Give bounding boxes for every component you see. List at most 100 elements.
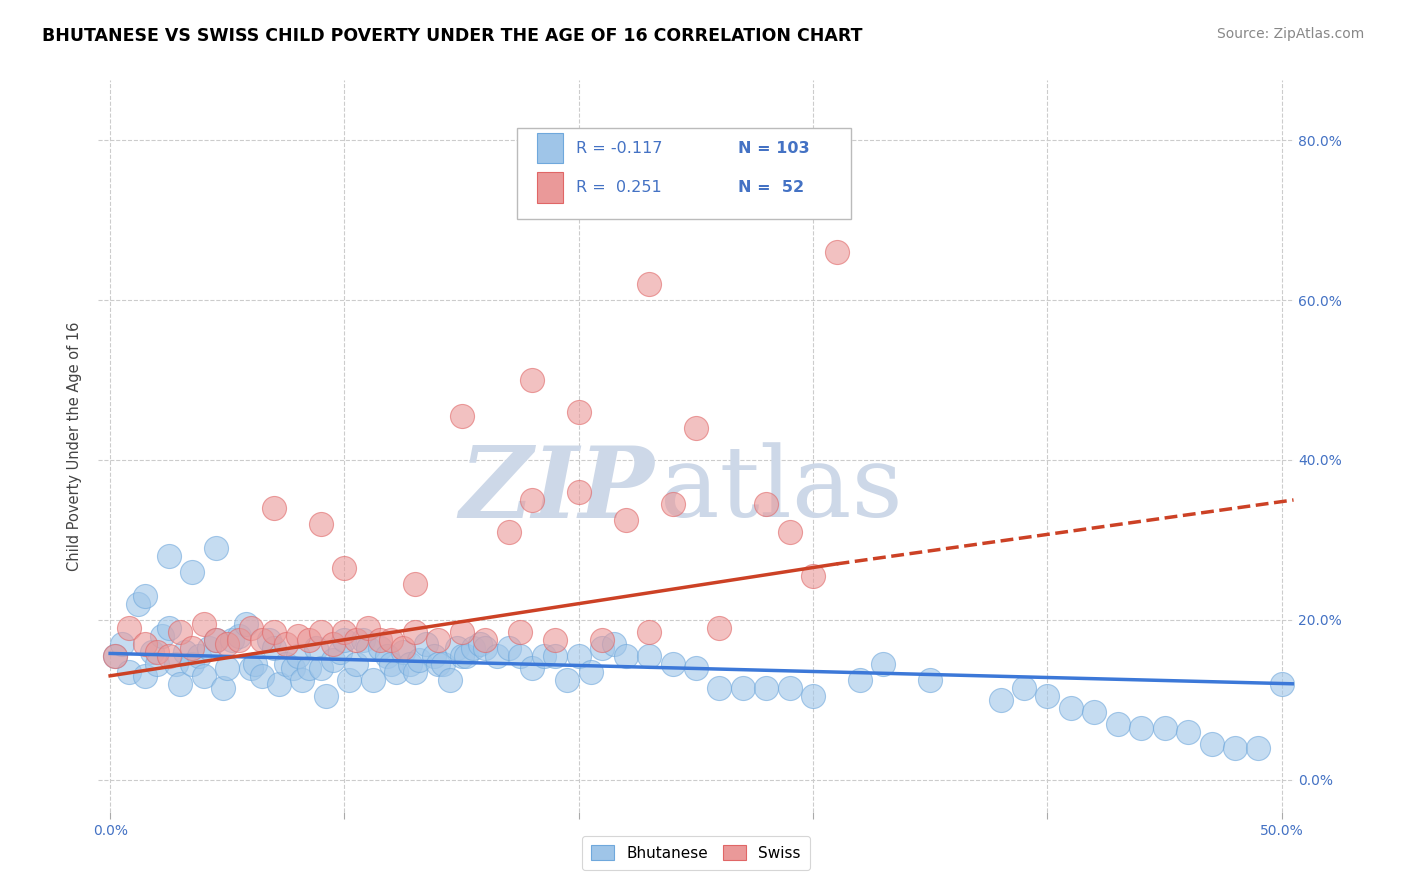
Point [174, 645, 197, 659]
Point [228, 632, 250, 647]
Point [446, 640, 468, 655]
Bar [537, 133, 564, 163]
Text: atlas: atlas [661, 442, 903, 538]
Point [259, 632, 281, 647]
Point [849, 673, 872, 687]
Point [309, 516, 332, 531]
Point [661, 657, 683, 671]
Point [197, 640, 219, 655]
Point [1177, 724, 1199, 739]
Point [509, 648, 531, 663]
Point [204, 632, 226, 647]
Point [1036, 689, 1059, 703]
Point [274, 637, 297, 651]
Text: N =  52: N = 52 [738, 180, 804, 195]
Point [252, 632, 274, 647]
Point [533, 648, 555, 663]
Point [603, 637, 626, 651]
Point [544, 632, 567, 647]
Point [555, 673, 578, 687]
Point [322, 637, 344, 651]
Point [305, 640, 328, 655]
Point [217, 637, 239, 651]
Point [157, 648, 180, 663]
Point [591, 640, 613, 655]
Point [368, 632, 391, 647]
Point [638, 624, 661, 639]
Point [568, 648, 591, 663]
Text: R = -0.117: R = -0.117 [576, 141, 664, 155]
Point [274, 657, 297, 671]
Text: ZIP: ZIP [460, 442, 654, 538]
Point [165, 657, 187, 671]
Point [544, 648, 567, 663]
Point [498, 640, 520, 655]
Point [801, 569, 824, 583]
Point [450, 624, 472, 639]
Point [134, 669, 156, 683]
Point [181, 640, 204, 655]
Point [181, 657, 204, 671]
Point [111, 637, 134, 651]
Point [169, 677, 191, 691]
Point [239, 621, 262, 635]
Point [263, 640, 285, 655]
Point [755, 497, 778, 511]
Point [204, 541, 226, 555]
Point [422, 648, 444, 663]
Point [568, 485, 591, 500]
FancyBboxPatch shape [517, 128, 852, 219]
Point [439, 673, 461, 687]
Point [344, 657, 367, 671]
Point [169, 624, 191, 639]
Point [146, 657, 169, 671]
Point [520, 661, 543, 675]
Point [333, 624, 356, 639]
Point [298, 661, 321, 675]
Point [404, 577, 426, 591]
Point [127, 597, 149, 611]
Point [456, 648, 478, 663]
Point [239, 661, 262, 675]
Text: Source: ZipAtlas.com: Source: ZipAtlas.com [1216, 27, 1364, 41]
Point [825, 245, 848, 260]
Point [404, 624, 426, 639]
Point [485, 648, 508, 663]
Point [1153, 721, 1175, 735]
Point [263, 500, 285, 515]
Point [1130, 721, 1153, 735]
Text: R =  0.251: R = 0.251 [576, 180, 662, 195]
Point [322, 653, 344, 667]
Point [380, 632, 402, 647]
Point [150, 629, 173, 643]
Point [392, 645, 415, 659]
Point [463, 640, 485, 655]
Point [333, 561, 356, 575]
Point [432, 657, 454, 671]
Point [685, 421, 707, 435]
Point [134, 637, 156, 651]
Point [709, 621, 731, 635]
Point [392, 640, 415, 655]
Point [298, 632, 321, 647]
Point [470, 637, 492, 651]
Point [309, 624, 332, 639]
Point [779, 524, 801, 539]
Point [1012, 681, 1035, 695]
Point [181, 565, 204, 579]
Point [235, 616, 257, 631]
Point [661, 497, 683, 511]
Point [408, 653, 430, 667]
Point [520, 492, 543, 507]
Point [252, 669, 274, 683]
Point [352, 632, 374, 647]
Point [614, 648, 637, 663]
Point [146, 645, 169, 659]
Point [380, 657, 402, 671]
Point [361, 673, 384, 687]
Point [329, 645, 352, 659]
Point [157, 549, 180, 563]
Point [368, 640, 391, 655]
Point [801, 689, 824, 703]
Point [104, 648, 127, 663]
